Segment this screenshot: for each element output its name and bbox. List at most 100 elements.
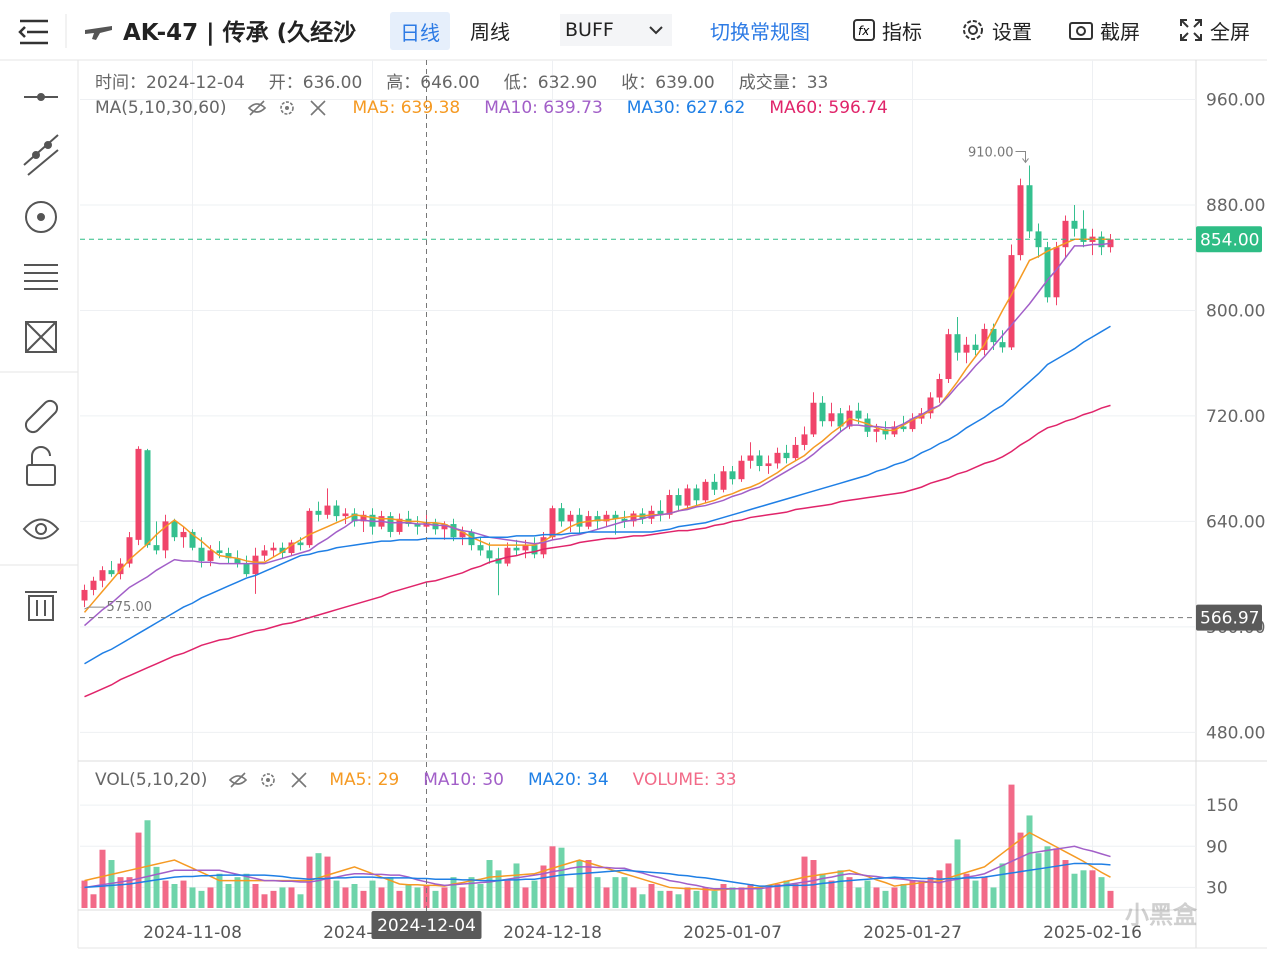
candle-body <box>675 495 682 506</box>
volume-bar <box>864 880 871 908</box>
volume-bar <box>1089 870 1096 908</box>
volume-bar <box>927 877 934 908</box>
candle-body <box>1098 236 1105 248</box>
candle-body <box>999 342 1006 348</box>
candle-body <box>1080 228 1087 242</box>
candle-body <box>810 402 817 435</box>
volume-bar <box>1062 860 1069 908</box>
tab[interactable]: 周线 <box>470 19 510 44</box>
volume-bar <box>243 873 250 908</box>
candle-body <box>783 452 790 459</box>
tool-circle[interactable] <box>25 201 57 233</box>
volume-bar <box>531 880 538 908</box>
volume-bar <box>720 884 727 908</box>
candle-body <box>612 514 619 519</box>
volume-bar <box>1098 877 1105 908</box>
volume-bar <box>360 890 367 908</box>
max-pointer <box>1015 150 1029 164</box>
candle-body <box>558 508 565 522</box>
volume-bar <box>909 880 916 908</box>
volume-bar <box>423 885 430 908</box>
toolbar-button[interactable]: 全屏 <box>1178 0 1250 60</box>
volume-bar <box>891 887 898 908</box>
volume-bar <box>954 839 961 908</box>
volume-bar <box>1071 873 1078 908</box>
watermark: 小黑盒 <box>1125 901 1197 929</box>
tool-parallel[interactable] <box>23 134 59 176</box>
candle-body <box>243 563 250 575</box>
volume-bar <box>198 890 205 908</box>
volume-bar <box>342 887 349 908</box>
toolbar-button[interactable]: fx 指标 <box>852 0 922 60</box>
toolbar-button[interactable]: 截屏 <box>1068 0 1140 60</box>
candle-body <box>720 471 727 490</box>
tool-lock[interactable] <box>26 446 56 486</box>
volume-bar <box>846 877 853 908</box>
candle-body <box>963 344 970 353</box>
volume-bar <box>468 877 475 908</box>
volume-bar <box>684 887 691 908</box>
crosshair-price-label: 566.97 <box>1200 609 1259 629</box>
volume-bar <box>855 887 862 908</box>
volume-bar <box>756 887 763 908</box>
candle-body <box>225 553 232 559</box>
indicator-controls[interactable] <box>227 770 323 790</box>
tool-hline[interactable] <box>24 93 58 101</box>
volume-bar <box>774 884 781 908</box>
volume-ma-line <box>84 845 1111 890</box>
tool-eye[interactable] <box>22 518 60 540</box>
candle-body <box>315 510 322 515</box>
candle-body <box>540 537 547 555</box>
source-value: BUFF <box>565 19 614 41</box>
volume-bar <box>144 820 151 908</box>
volume-bar <box>324 856 331 908</box>
switch-chart[interactable]: 切换常规图 <box>710 19 810 44</box>
volume-bar <box>675 894 682 908</box>
sidebar-tools[interactable] <box>22 93 60 621</box>
candle-body <box>1026 185 1033 232</box>
tab-active[interactable]: 日线 <box>390 12 450 50</box>
candle-body <box>513 547 520 551</box>
menu-icon[interactable] <box>18 19 48 45</box>
info-item: 低：632.90 <box>503 73 598 93</box>
volume-bar <box>378 887 385 908</box>
button-label: 全屏 <box>1210 19 1250 44</box>
candle-body <box>477 545 484 551</box>
candle-body <box>198 547 205 561</box>
y-tick-label: 880.00 <box>1206 196 1265 216</box>
indicator-controls[interactable] <box>246 98 342 118</box>
candle-body <box>567 514 574 522</box>
candle-body <box>261 550 268 556</box>
volume-bar <box>981 877 988 908</box>
volume-ma-line <box>84 831 1111 891</box>
min-pointer <box>84 606 105 610</box>
volume-bar <box>171 884 178 908</box>
candle-body <box>360 514 367 522</box>
volume-bar <box>90 894 97 908</box>
svg-text:fx: fx <box>858 24 870 38</box>
tool-fib[interactable] <box>24 264 58 290</box>
candle-body <box>873 429 880 432</box>
tool-shape[interactable] <box>25 321 57 353</box>
source-select[interactable]: BUFF <box>560 14 672 46</box>
info-item: 成交量：33 <box>738 73 829 93</box>
candle-body <box>603 514 610 522</box>
candle-body <box>144 450 151 546</box>
candle-body <box>288 542 295 554</box>
volume-bar <box>693 890 700 908</box>
vol-legend: VOL(5,10,20) MA5: 29 MA10: 30 MA20: 34 VOLU… <box>95 770 761 790</box>
candle-body <box>774 452 781 464</box>
tool-delete[interactable] <box>25 591 57 621</box>
volume-bar <box>495 870 502 908</box>
candle-body <box>684 488 691 506</box>
candle-body <box>657 510 664 515</box>
candle-body <box>990 328 997 343</box>
tool-magnet[interactable] <box>24 399 59 434</box>
volume-bar <box>1053 848 1060 908</box>
icon <box>1069 22 1093 40</box>
candle-body <box>819 402 826 422</box>
candle-body <box>351 513 358 522</box>
legend-item: MA60: 596.74 <box>769 98 888 118</box>
toolbar-button[interactable]: 设置 <box>960 0 1032 60</box>
volume-bar <box>1026 815 1033 908</box>
